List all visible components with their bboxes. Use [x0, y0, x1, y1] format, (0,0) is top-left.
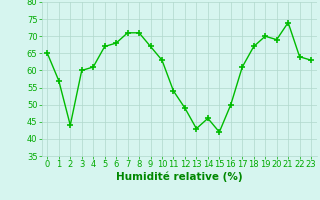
X-axis label: Humidité relative (%): Humidité relative (%): [116, 172, 243, 182]
